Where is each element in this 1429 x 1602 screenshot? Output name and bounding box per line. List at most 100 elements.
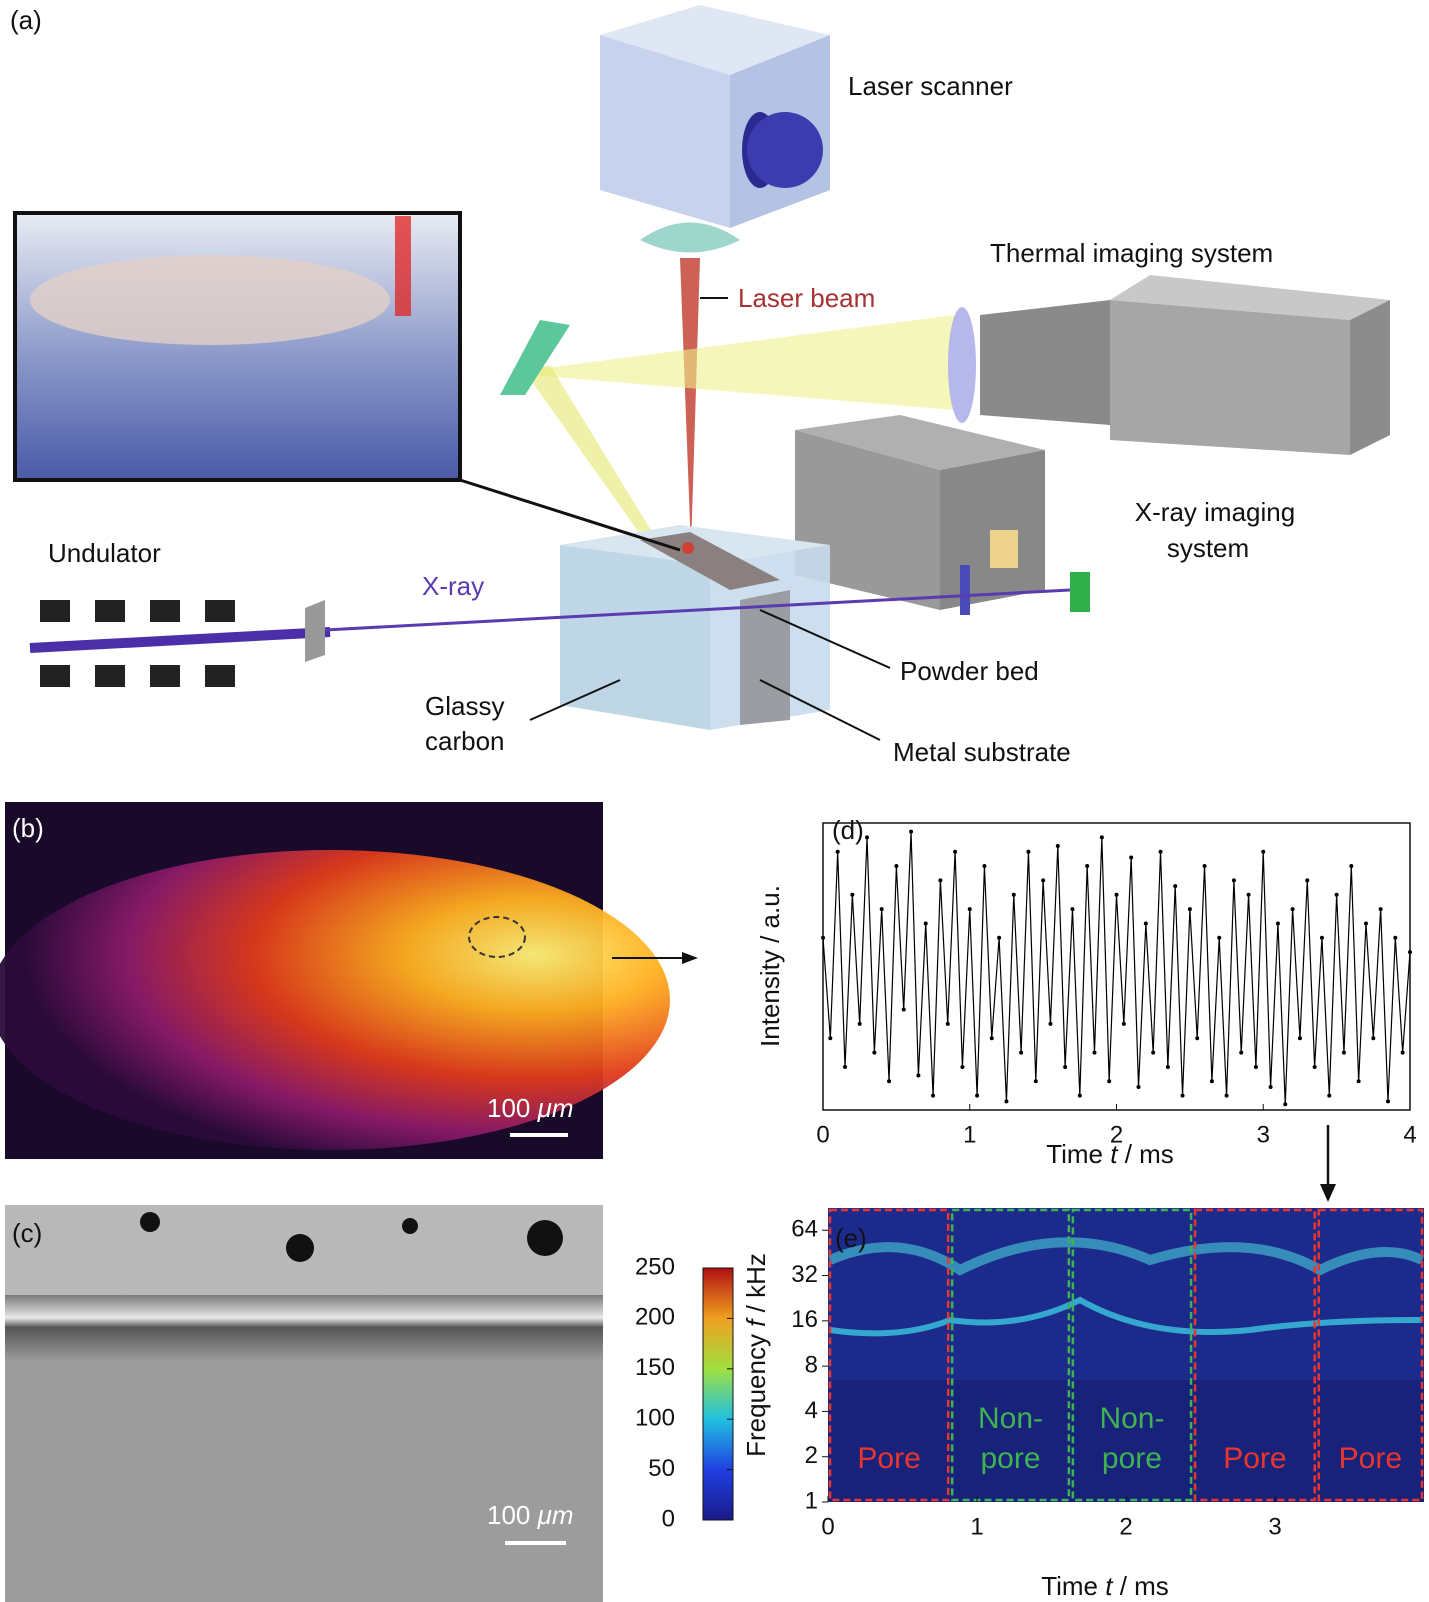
data-point xyxy=(1275,921,1280,926)
panel-e: (e) Frequency f / kHz Time t / ms Pore No… xyxy=(635,1208,1425,1601)
x-tick-label: 0 xyxy=(816,1121,829,1148)
data-point xyxy=(1239,1050,1244,1055)
data-point xyxy=(997,935,1002,940)
ridge xyxy=(829,1296,1423,1337)
arrow-head xyxy=(682,952,698,964)
data-point xyxy=(1356,1079,1361,1084)
region-label: Pore xyxy=(857,1442,920,1475)
data-point xyxy=(1378,907,1383,912)
colorbar-tick-label: 250 xyxy=(635,1253,675,1280)
data-point xyxy=(894,864,899,869)
region-label: Non- xyxy=(978,1402,1043,1435)
data-point xyxy=(1334,892,1339,897)
data-point xyxy=(967,907,972,912)
panel-c: (c) 100 μm xyxy=(5,1205,603,1602)
thermal-lens-body xyxy=(980,300,1110,425)
data-point xyxy=(1136,1085,1141,1090)
region xyxy=(950,1208,1071,1502)
y-tick-label: 2 xyxy=(805,1442,818,1469)
data-point xyxy=(1217,935,1222,940)
thermal-beam-down xyxy=(525,365,660,548)
melt-track xyxy=(30,255,390,345)
data-point xyxy=(1004,1099,1009,1104)
data-point xyxy=(901,1007,906,1012)
region-label: pore xyxy=(981,1442,1041,1475)
label: X-ray xyxy=(422,571,484,601)
powder-layer xyxy=(5,1295,603,1360)
scintillator xyxy=(990,530,1018,568)
data-point xyxy=(916,1073,921,1078)
x-tick-label: 1 xyxy=(963,1121,976,1148)
data-point xyxy=(1121,1021,1126,1026)
data-point xyxy=(960,1064,965,1069)
data-point xyxy=(1187,907,1192,912)
data-point xyxy=(1063,1064,1068,1069)
data-point xyxy=(1085,864,1090,869)
inset-laser xyxy=(395,216,411,316)
region xyxy=(828,1208,950,1502)
data-point xyxy=(1143,921,1148,926)
region-label: Pore xyxy=(1223,1442,1286,1475)
roi xyxy=(468,916,526,958)
label: system xyxy=(1167,533,1249,563)
data-point xyxy=(931,1093,936,1098)
panel-label: (a) xyxy=(10,5,42,35)
data-point xyxy=(1349,864,1354,869)
x-axis-label: Time t / ms xyxy=(1046,1139,1174,1169)
data-point xyxy=(1400,1050,1405,1055)
colorbar-tick-label: 150 xyxy=(635,1354,675,1381)
data-point xyxy=(1165,1064,1170,1069)
undulator xyxy=(40,600,235,687)
y-axis-label: Frequency f / kHz xyxy=(741,1253,771,1457)
cone xyxy=(640,222,740,253)
data-point xyxy=(1041,878,1046,883)
data-point xyxy=(1195,1036,1200,1041)
x-tick-label: 0 xyxy=(821,1513,834,1540)
label: Powder bed xyxy=(900,656,1039,686)
thermal-top xyxy=(1110,275,1390,320)
data-point xyxy=(1180,1093,1185,1098)
mirror xyxy=(500,320,570,395)
y-tick-label: 16 xyxy=(791,1306,818,1333)
laser-beam xyxy=(680,258,700,550)
x-tick-label: 1 xyxy=(970,1513,983,1540)
data-point xyxy=(1283,1102,1288,1107)
data-point xyxy=(1048,1021,1053,1026)
y-tick-label: 64 xyxy=(791,1216,818,1243)
data-point xyxy=(835,849,840,854)
data-point xyxy=(975,1093,980,1098)
scanner-left xyxy=(600,35,730,228)
region xyxy=(1317,1208,1424,1502)
y-tick-label: 4 xyxy=(805,1397,818,1424)
data-point xyxy=(1297,1036,1302,1041)
data-point xyxy=(1107,1079,1112,1084)
x-tick-label: 4 xyxy=(1403,1121,1416,1148)
label: Laser scanner xyxy=(848,71,1013,101)
x-tick-label: 2 xyxy=(1119,1513,1132,1540)
panel-label: (e) xyxy=(835,1223,867,1253)
data-point xyxy=(821,935,825,940)
x-tick-label: 2 xyxy=(1110,1121,1123,1148)
x-tick-label: 3 xyxy=(1268,1513,1281,1540)
data-point xyxy=(1268,1085,1273,1090)
y-tick-label: 32 xyxy=(791,1261,818,1288)
panel-label: (b) xyxy=(12,813,44,843)
data-point xyxy=(1077,1093,1082,1098)
filter xyxy=(960,565,970,615)
thermal-lens xyxy=(948,307,976,423)
panel-d: (d) Intensity / a.u. Time t / ms 0 1 2 3 4 xyxy=(755,815,1417,1202)
label: Glassy xyxy=(425,691,504,721)
data-point xyxy=(1055,843,1060,848)
data-point xyxy=(909,829,914,834)
data-point xyxy=(1341,1050,1346,1055)
detector xyxy=(1070,572,1090,612)
region xyxy=(1193,1208,1316,1502)
data-point xyxy=(1290,907,1295,912)
colorbar-tick-label: 100 xyxy=(635,1405,675,1432)
scale-bar-label: 100 μm xyxy=(487,1093,574,1123)
data-point xyxy=(1202,864,1207,869)
x-axis-label: Time t / ms xyxy=(1041,1571,1169,1601)
data-point xyxy=(1312,1064,1317,1069)
data-point xyxy=(1327,1093,1332,1098)
